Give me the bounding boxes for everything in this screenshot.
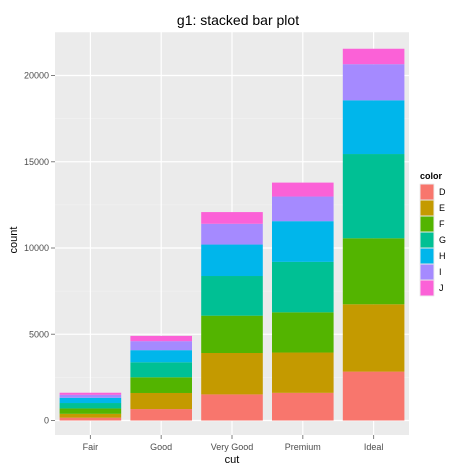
bar-segment-j — [272, 182, 334, 197]
bar-segment-g — [201, 276, 263, 316]
chart-title: g1: stacked bar plot — [177, 12, 299, 28]
bar-segment-j — [201, 212, 263, 224]
legend-label: H — [439, 251, 446, 261]
y-tick-label: 5000 — [29, 329, 49, 339]
bar-segment-i — [130, 341, 192, 351]
bar-segment-h — [59, 397, 122, 404]
x-axis-title: cut — [225, 454, 240, 466]
legend-key-e — [420, 200, 434, 216]
x-tick-label: Ideal — [364, 442, 384, 452]
legend-key-j — [420, 280, 434, 296]
bars — [59, 48, 405, 421]
legend-key-f — [420, 216, 434, 232]
x-axis: Fair Good Very Good Premium Ideal — [83, 435, 384, 452]
legend-label: I — [439, 267, 442, 277]
bar-segment-h — [342, 100, 405, 155]
bar-segment-e — [342, 304, 405, 372]
legend-label: F — [439, 219, 445, 229]
bar-segment-d — [342, 371, 405, 421]
y-tick-label: 20000 — [24, 71, 49, 81]
bar-segment-h — [272, 221, 334, 262]
bar-segment-f — [342, 238, 405, 305]
bar-segment-g — [59, 403, 122, 409]
legend-label: J — [439, 283, 444, 293]
y-axis: 0 5000 10000 15000 20000 — [24, 71, 55, 426]
legend-label: E — [439, 203, 445, 213]
x-tick-label: Fair — [83, 442, 99, 452]
bar-segment-e — [59, 413, 122, 418]
bar-segment-g — [130, 362, 192, 378]
bar-segment-f — [59, 408, 122, 414]
y-axis-title: count — [8, 227, 20, 254]
bar-segment-f — [130, 377, 192, 393]
legend-key-d — [420, 184, 434, 200]
y-tick-label: 10000 — [24, 243, 49, 253]
bar-segment-f — [272, 312, 334, 353]
bar-segment-j — [342, 48, 405, 65]
bar-segment-d — [59, 417, 122, 421]
x-tick-label: Very Good — [211, 442, 254, 452]
bar-segment-i — [342, 64, 405, 101]
bar-segment-d — [272, 392, 334, 421]
bar-segment-e — [201, 353, 263, 395]
bar-segment-d — [201, 394, 263, 421]
bar-segment-h — [201, 244, 263, 277]
bar-segment-g — [342, 154, 405, 239]
bar-segment-g — [272, 261, 334, 313]
x-tick-label: Good — [150, 442, 172, 452]
bar-segment-j — [130, 335, 192, 342]
bar-segment-i — [201, 223, 263, 245]
legend-key-i — [420, 264, 434, 280]
legend-key-h — [420, 248, 434, 264]
bar-segment-i — [59, 394, 122, 398]
bar-segment-f — [201, 315, 263, 354]
bar-segment-i — [272, 196, 334, 222]
bar-segment-h — [130, 350, 192, 363]
legend-label: D — [439, 187, 446, 197]
bar-segment-e — [130, 392, 192, 410]
legend-title: color — [420, 171, 443, 181]
bar-segment-d — [130, 409, 192, 421]
x-tick-label: Premium — [285, 442, 321, 452]
y-tick-label: 15000 — [24, 157, 49, 167]
legend-label: G — [439, 235, 446, 245]
y-tick-label: 0 — [44, 416, 49, 426]
bar-segment-j — [59, 392, 122, 395]
legend-key-g — [420, 232, 434, 248]
bar-segment-e — [272, 352, 334, 393]
